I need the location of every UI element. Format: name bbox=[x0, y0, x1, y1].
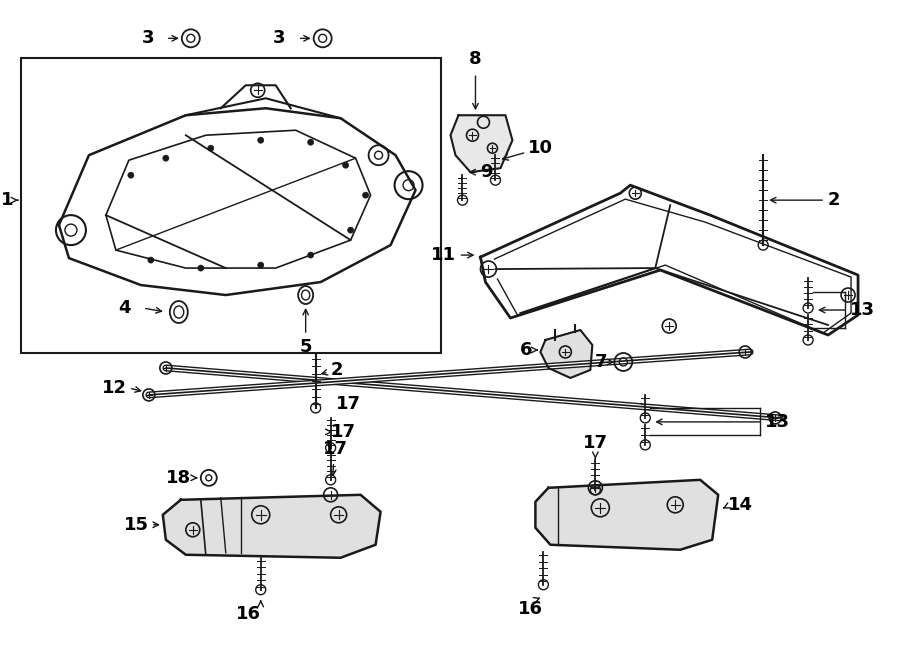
Circle shape bbox=[308, 252, 314, 258]
Text: 3: 3 bbox=[141, 29, 154, 47]
Circle shape bbox=[257, 262, 264, 268]
Text: 18: 18 bbox=[166, 469, 191, 487]
Text: 13: 13 bbox=[765, 413, 790, 431]
Text: 3: 3 bbox=[274, 29, 285, 47]
Text: 11: 11 bbox=[430, 246, 455, 264]
Text: 15: 15 bbox=[124, 516, 148, 534]
Polygon shape bbox=[451, 115, 512, 172]
Text: 17: 17 bbox=[330, 423, 356, 441]
Circle shape bbox=[347, 227, 354, 233]
Text: 17: 17 bbox=[583, 434, 608, 452]
Circle shape bbox=[128, 172, 134, 178]
Text: 6: 6 bbox=[520, 341, 533, 359]
Text: 17: 17 bbox=[336, 395, 361, 413]
Text: 1: 1 bbox=[1, 191, 13, 209]
Text: 2: 2 bbox=[330, 361, 343, 379]
Text: 2: 2 bbox=[828, 191, 841, 209]
Circle shape bbox=[198, 265, 203, 271]
Text: 16: 16 bbox=[518, 600, 543, 618]
Text: 9: 9 bbox=[481, 163, 493, 181]
Bar bbox=[21, 58, 440, 353]
Text: 10: 10 bbox=[528, 139, 554, 157]
Text: 7: 7 bbox=[595, 353, 608, 371]
Text: 4: 4 bbox=[119, 299, 130, 317]
Circle shape bbox=[363, 192, 369, 198]
Text: 12: 12 bbox=[102, 379, 127, 397]
Circle shape bbox=[308, 139, 314, 145]
Circle shape bbox=[163, 155, 169, 161]
Circle shape bbox=[208, 145, 214, 151]
Text: 8: 8 bbox=[469, 50, 482, 68]
Text: 16: 16 bbox=[236, 604, 261, 623]
Polygon shape bbox=[536, 480, 718, 549]
Circle shape bbox=[148, 257, 154, 263]
Text: 14: 14 bbox=[728, 496, 753, 514]
Text: 5: 5 bbox=[300, 338, 312, 356]
Polygon shape bbox=[540, 330, 592, 378]
Polygon shape bbox=[163, 495, 381, 558]
Text: 13: 13 bbox=[850, 301, 875, 319]
Circle shape bbox=[343, 162, 348, 168]
Text: 17: 17 bbox=[323, 440, 348, 458]
Circle shape bbox=[257, 137, 264, 143]
